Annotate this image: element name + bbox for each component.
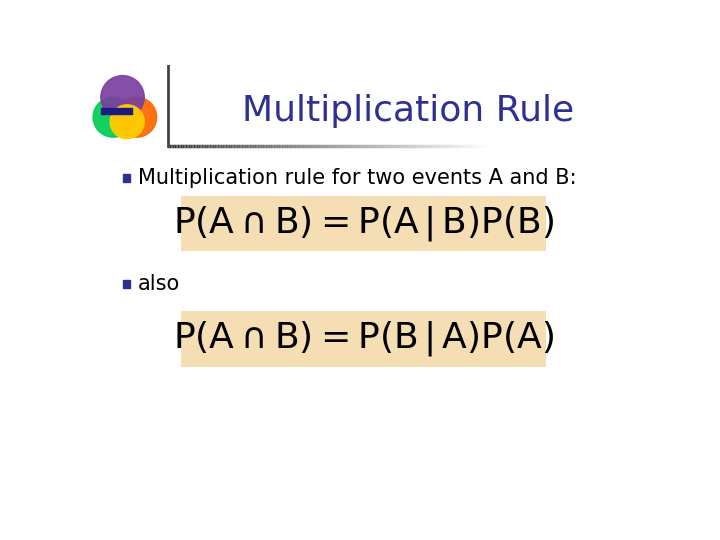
Circle shape xyxy=(117,97,157,137)
Circle shape xyxy=(101,76,144,119)
Text: Multiplication Rule: Multiplication Rule xyxy=(242,94,574,128)
Text: $\mathrm{P(A \cap B) = P(B\,|\,A)P(A)}$: $\mathrm{P(A \cap B) = P(B\,|\,A)P(A)}$ xyxy=(173,320,554,359)
Text: Multiplication rule for two events A and B:: Multiplication rule for two events A and… xyxy=(138,168,577,188)
FancyBboxPatch shape xyxy=(181,311,546,367)
Text: $\mathrm{P(A \cap B) = P(A\,|\,B)P(B)}$: $\mathrm{P(A \cap B) = P(A\,|\,B)P(B)}$ xyxy=(173,204,554,243)
Circle shape xyxy=(110,105,144,139)
Bar xyxy=(122,174,130,182)
Bar xyxy=(122,280,130,288)
Circle shape xyxy=(93,97,133,137)
Bar xyxy=(101,108,132,114)
Text: also: also xyxy=(138,274,180,294)
FancyBboxPatch shape xyxy=(181,195,546,251)
